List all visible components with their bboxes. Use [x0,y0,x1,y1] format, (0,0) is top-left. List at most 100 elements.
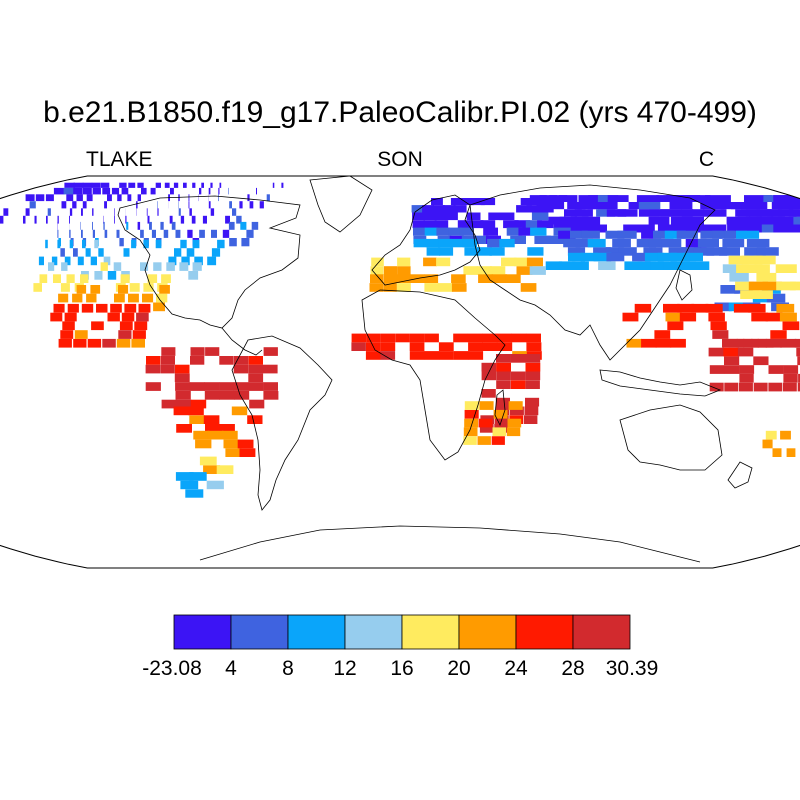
colorbar-tick-label: 30.39 [606,657,659,680]
data-cell [236,215,242,224]
data-cell [229,201,232,209]
data-cell [782,202,800,210]
data-cell [448,227,462,236]
data-cell [219,356,234,365]
data-cell [605,230,625,239]
colorbar-tick-label: 20 [447,657,470,680]
data-cell [736,230,760,239]
data-cell [487,238,503,248]
colorbar-swatch [458,614,517,650]
data-cell [231,406,248,416]
data-cell [510,406,524,416]
data-cell [513,257,530,267]
data-cell [439,247,454,256]
data-cell [397,274,411,283]
data-cell [409,333,425,343]
coast-north-america [117,195,301,329]
data-cell [545,261,563,270]
data-cell [788,209,800,217]
data-cell [496,333,512,343]
data-cell [451,274,466,283]
data-cell [217,239,225,249]
data-cell [201,182,204,188]
data-cell [118,330,132,339]
data-cell [481,362,497,372]
data-cell [754,255,776,265]
data-cell [188,406,204,416]
data-cell [76,285,87,294]
data-cell [29,201,36,209]
data-cell [783,382,797,392]
data-cell [351,333,366,343]
data-cell [733,303,752,313]
data-cell [249,201,254,209]
data-cell [780,430,791,440]
data-cell [248,382,264,391]
data-cell [77,256,84,266]
data-cell [171,221,176,230]
data-cell [676,230,698,239]
data-cell [0,215,4,224]
data-cell [463,427,478,437]
data-cell [73,182,84,188]
data-cell [768,382,783,392]
data-cell [160,364,175,374]
data-cell [693,247,715,256]
data-cell [173,406,190,416]
data-cell [649,209,671,217]
data-cell [85,248,91,257]
data-cell [749,264,770,273]
data-cell [548,216,566,225]
data-cell [677,303,695,313]
data-cell [453,351,469,360]
data-cell [211,248,221,257]
data-cell [580,252,599,262]
map-panel [0,175,800,569]
data-cell [81,229,83,238]
data-cell [709,382,724,392]
data-cell [114,215,115,224]
data-cell [205,424,221,433]
data-cell [145,382,161,391]
data-cell [23,215,26,224]
data-cell [58,293,69,303]
data-cell [705,303,723,313]
data-cell [128,293,139,303]
data-cell [450,198,464,206]
globe-outline [0,175,800,569]
data-cell [510,235,526,244]
data-cell [753,382,768,392]
data-cell [481,371,497,381]
data-cell [476,266,492,275]
data-cell [45,239,48,249]
data-cell [207,430,224,440]
data-cell [676,261,696,270]
data-cell [527,247,544,256]
data-cell [424,283,439,292]
coast-south-america [231,335,333,511]
data-cell [571,261,589,270]
data-cell [443,205,456,213]
data-cell [783,365,799,374]
colorbar-tick-label: 16 [390,657,413,680]
data-cell [383,283,397,292]
coast-new-zealand [727,461,753,489]
data-cell [175,364,190,374]
data-cell [683,252,703,262]
data-cell [113,262,122,271]
data-cell [559,216,578,225]
data-cell [505,274,521,283]
data-cell [190,399,207,409]
data-cell [239,201,243,209]
data-cell [47,208,51,216]
data-cell [183,182,187,188]
data-cell [121,187,129,195]
data-cell [648,216,670,225]
data-cell [86,293,97,303]
data-cell [119,321,133,331]
data-cell [650,261,670,270]
data-cell [131,338,145,348]
data-cell [723,347,739,357]
data-cell [91,321,104,331]
data-cell [175,382,191,391]
